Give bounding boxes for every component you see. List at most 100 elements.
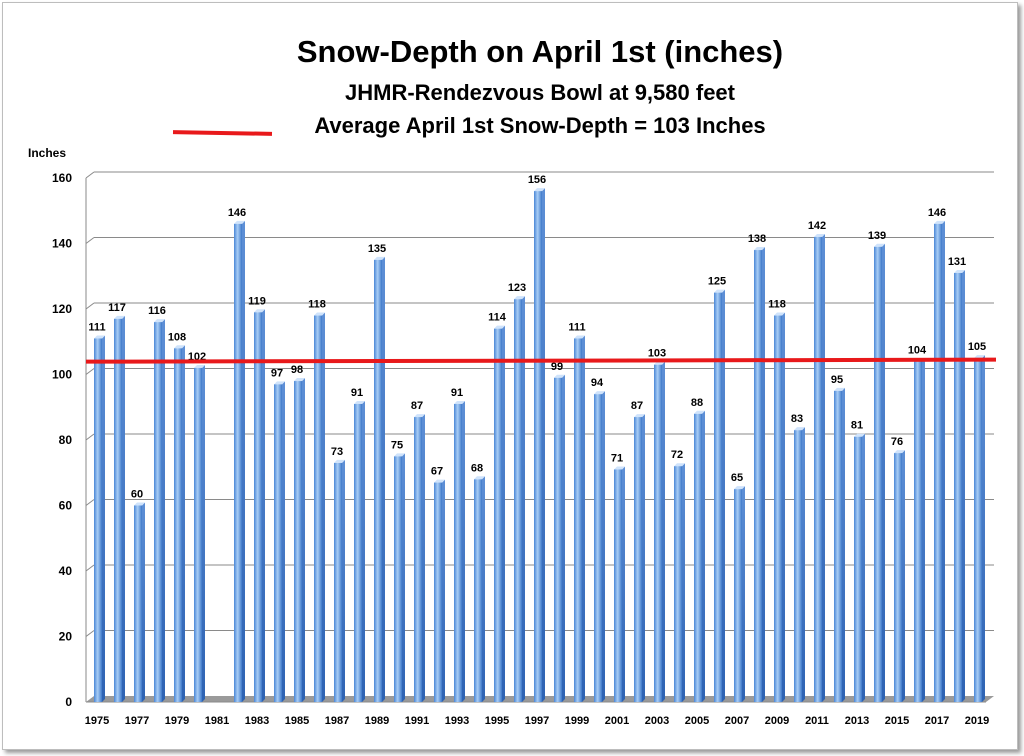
y-tick-label: 160	[52, 171, 72, 185]
bar	[334, 462, 342, 702]
data-label: 111	[88, 321, 105, 333]
data-label: 98	[291, 364, 303, 376]
gridline-diagonal	[85, 302, 95, 310]
bar-side	[402, 453, 405, 702]
bar-top	[394, 453, 405, 457]
bar	[674, 466, 682, 702]
x-tick-label: 1989	[365, 715, 389, 727]
bar	[274, 384, 282, 702]
y-tick-label: 20	[59, 630, 73, 644]
data-label: 73	[331, 446, 343, 458]
x-tick-label: 2013	[845, 715, 869, 727]
data-label: 117	[108, 302, 126, 314]
bar	[914, 361, 922, 702]
bar	[734, 489, 742, 702]
bar-side	[602, 391, 605, 702]
chart-subtitle: JHMR-Rendezvous Bowl at 9,580 feet	[345, 80, 735, 105]
bar-top	[174, 345, 185, 349]
bar-side	[442, 479, 445, 702]
bar	[554, 377, 562, 702]
bar	[134, 505, 142, 702]
y-tick-label: 60	[59, 499, 73, 513]
data-label: 67	[431, 466, 443, 478]
average-line	[85, 357, 997, 364]
data-label: 60	[131, 489, 143, 501]
x-tick-label: 1999	[565, 715, 589, 727]
x-tick-label: 2005	[685, 715, 709, 727]
gridline-diagonal	[85, 564, 95, 572]
bar-top	[254, 309, 265, 313]
y-tick-label: 40	[59, 564, 73, 578]
data-label: 88	[691, 397, 703, 409]
bar	[94, 338, 102, 702]
bar-top	[714, 289, 725, 293]
bar	[414, 417, 422, 702]
bar	[314, 315, 322, 702]
bar	[574, 338, 582, 702]
bar-side	[882, 243, 885, 702]
bar-top	[574, 335, 585, 339]
bar-top	[834, 387, 845, 391]
bar-top	[694, 410, 705, 414]
bar-side	[122, 315, 125, 702]
bar	[894, 453, 902, 702]
bar	[514, 299, 522, 702]
bar-top	[594, 391, 605, 395]
data-label: 135	[368, 243, 386, 255]
bar	[474, 479, 482, 702]
x-tick-label: 1981	[205, 715, 229, 727]
bar-top	[354, 400, 365, 404]
bar-side	[702, 410, 705, 702]
data-label: 142	[808, 220, 826, 232]
bar-top	[514, 296, 525, 300]
bar-side	[542, 188, 545, 703]
x-tick-label: 2019	[965, 715, 989, 727]
bar	[974, 358, 982, 702]
bar-side	[942, 220, 945, 702]
bar	[254, 312, 262, 702]
x-tick-label: 2009	[765, 715, 789, 727]
bar	[814, 236, 822, 702]
gridline-diagonal	[85, 171, 95, 179]
data-label: 76	[891, 436, 903, 448]
bar-top	[774, 312, 785, 316]
bar-top	[334, 459, 345, 463]
bar-side	[682, 463, 685, 702]
bar	[174, 348, 182, 702]
bar	[434, 482, 442, 702]
data-label: 81	[851, 420, 863, 432]
bar-side	[922, 358, 925, 702]
bar-top	[874, 243, 885, 247]
bar-side	[282, 381, 285, 702]
bar	[754, 250, 762, 703]
x-tick-label: 1977	[125, 715, 149, 727]
bar-side	[382, 256, 385, 702]
data-label: 118	[308, 299, 326, 311]
bar-side	[862, 433, 865, 702]
bar-top	[654, 361, 665, 365]
bar-side	[582, 335, 585, 702]
bar-top	[414, 414, 425, 418]
bar	[594, 394, 602, 702]
data-label: 87	[631, 400, 643, 412]
bar	[654, 364, 662, 702]
data-label: 146	[228, 207, 246, 219]
x-tick-label: 1979	[165, 715, 189, 727]
data-label: 123	[508, 282, 526, 294]
bar-top	[454, 400, 465, 404]
bar-side	[102, 335, 105, 702]
bar	[834, 390, 842, 702]
bar-top	[894, 450, 905, 454]
bar	[634, 417, 642, 702]
bar	[874, 246, 882, 702]
gridline-diagonal	[85, 433, 95, 441]
bar	[294, 381, 302, 702]
data-label: 114	[488, 312, 507, 324]
gridline-diagonal	[85, 368, 95, 375]
bar-side	[482, 476, 485, 702]
data-label: 99	[551, 361, 563, 373]
data-label: 103	[648, 348, 666, 360]
bar-top	[274, 381, 285, 385]
bar-side	[262, 309, 265, 702]
bar-side	[722, 289, 725, 702]
